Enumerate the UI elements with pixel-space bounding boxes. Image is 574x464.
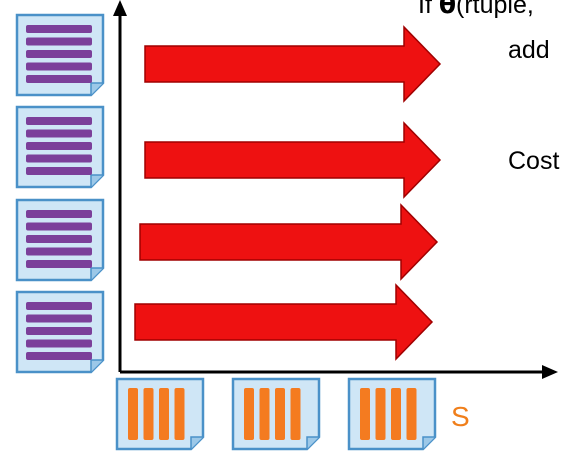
r-tuple-stripe — [26, 327, 92, 335]
s-tuple-stripe — [143, 388, 154, 440]
s-tuple-stripe — [174, 388, 185, 440]
s-tuple-stripe — [275, 388, 285, 440]
r-tuple-stripe — [26, 339, 92, 348]
r-page — [15, 290, 105, 374]
r-tuple-stripe — [26, 352, 92, 360]
r-tuple-stripe — [26, 302, 92, 310]
r-tuple-stripe — [26, 222, 92, 231]
r-tuple-stripe — [26, 25, 92, 33]
s-tuple-stripe — [244, 388, 254, 440]
r-axis-arrowhead — [113, 0, 127, 16]
r-page — [15, 198, 105, 282]
s-axis-arrowhead — [542, 365, 558, 379]
r-tuple-stripe — [26, 37, 92, 46]
s-tuple-stripe — [159, 388, 169, 440]
cost-text: Cost — [508, 147, 560, 175]
page-fold — [422, 436, 435, 449]
relation-s-label: S — [451, 401, 470, 432]
s-tuple-stripe — [375, 388, 386, 440]
s-tuple-stripe — [259, 388, 270, 440]
r-tuple-stripe — [26, 235, 92, 243]
theta-symbol: θ — [438, 0, 457, 19]
page-fold — [90, 359, 103, 372]
page-fold — [90, 267, 103, 280]
r-tuple-stripe — [26, 142, 92, 150]
scan-arrow — [144, 25, 442, 103]
s-tuple-stripe — [360, 388, 370, 440]
r-tuple-stripe — [26, 129, 92, 138]
s-page — [347, 377, 437, 451]
page-fold — [190, 436, 203, 449]
s-tuple-stripe — [406, 388, 417, 440]
page-fold — [90, 174, 103, 187]
add-text: add — [508, 36, 550, 64]
r-tuple-stripe — [26, 117, 92, 125]
scan-arrow — [139, 203, 439, 281]
page-fold — [306, 436, 319, 449]
r-tuple-stripe — [26, 154, 92, 163]
r-tuple-stripe — [26, 247, 92, 256]
r-tuple-stripe — [26, 50, 92, 58]
scan-arrow — [134, 283, 434, 361]
r-tuple-stripe — [26, 260, 92, 268]
r-page — [15, 13, 105, 97]
s-page — [231, 377, 321, 451]
s-page — [115, 377, 205, 451]
r-tuple-stripe — [26, 62, 92, 71]
r-tuple-stripe — [26, 210, 92, 218]
join-condition-text: If θ(rtuple, — [418, 0, 534, 20]
page-fold — [90, 82, 103, 95]
r-tuple-stripe — [26, 314, 92, 323]
s-tuple-stripe — [128, 388, 138, 440]
scan-arrow — [144, 121, 442, 199]
r-tuple-stripe — [26, 75, 92, 83]
s-tuple-stripe — [290, 388, 301, 440]
s-tuple-stripe — [391, 388, 401, 440]
r-page — [15, 105, 105, 189]
r-tuple-stripe — [26, 167, 92, 175]
